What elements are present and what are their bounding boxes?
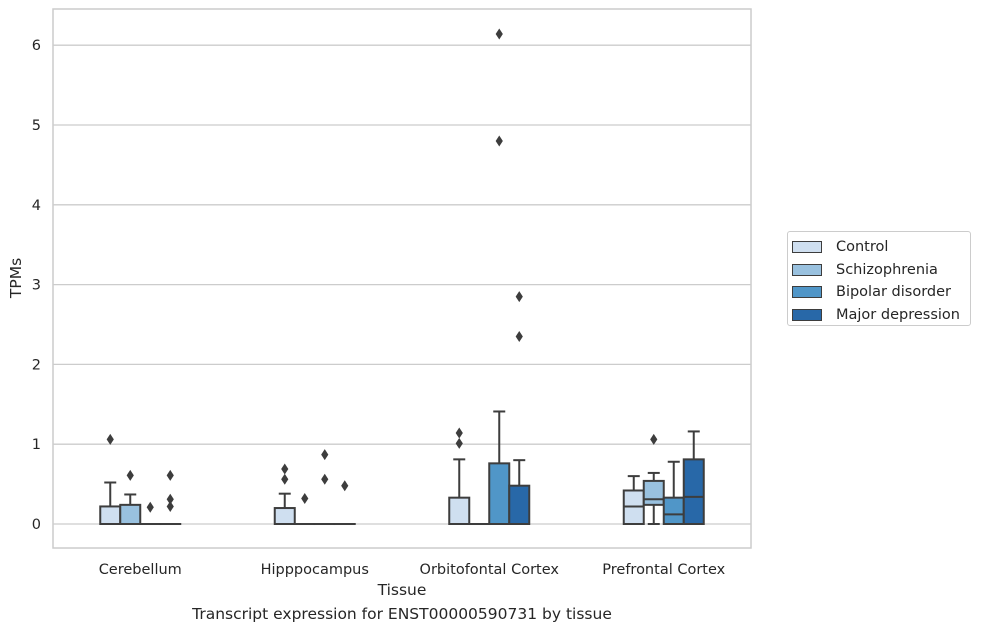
outlier-point bbox=[146, 501, 154, 513]
legend-swatch bbox=[792, 241, 822, 254]
outlier-point bbox=[281, 463, 289, 475]
box-control bbox=[622, 475, 645, 526]
legend-swatch bbox=[792, 308, 822, 321]
box-control bbox=[448, 427, 471, 525]
box-bipolar-disorder bbox=[139, 501, 162, 526]
y-tick-label: 1 bbox=[32, 437, 41, 453]
outlier-point bbox=[321, 449, 329, 461]
legend-item: Major depression bbox=[792, 304, 970, 327]
y-tick-label: 0 bbox=[32, 517, 41, 533]
outlier-point bbox=[495, 135, 503, 147]
box-iqr bbox=[99, 505, 122, 525]
legend-label: Control bbox=[836, 239, 889, 256]
outlier-point bbox=[301, 492, 309, 504]
box-bipolar-disorder bbox=[313, 449, 336, 526]
outlier-point bbox=[126, 469, 134, 481]
y-tick-label: 2 bbox=[32, 357, 41, 373]
legend-item: Schizophrenia bbox=[792, 259, 970, 282]
chart-caption: Transcript expression for ENST0000059073… bbox=[192, 605, 612, 623]
legend-label: Schizophrenia bbox=[836, 261, 938, 278]
legend-swatch bbox=[792, 263, 822, 276]
box-control bbox=[273, 463, 296, 526]
box-control bbox=[99, 433, 122, 525]
outlier-point bbox=[166, 469, 174, 481]
y-tick-labels: 0 1 2 3 4 5 6 bbox=[32, 38, 41, 533]
box-major-depression bbox=[159, 469, 182, 526]
outlier-point bbox=[341, 480, 349, 492]
outlier-point bbox=[650, 433, 658, 445]
box-schizophrenia bbox=[642, 433, 665, 525]
box-major-depression bbox=[508, 291, 531, 526]
x-tick-label: Orbitofontal Cortex bbox=[420, 562, 560, 578]
outlier-point bbox=[166, 493, 174, 505]
box-bipolar-disorder bbox=[488, 28, 511, 525]
box-iqr bbox=[448, 496, 471, 525]
y-tick-label: 6 bbox=[32, 38, 41, 54]
box-iqr bbox=[662, 496, 685, 525]
box-iqr bbox=[682, 458, 705, 525]
outlier-point bbox=[495, 28, 503, 40]
outlier-point bbox=[166, 500, 174, 512]
y-tick-label: 5 bbox=[32, 118, 41, 134]
x-tick-label: Prefrontal Cortex bbox=[602, 562, 725, 578]
box-iqr bbox=[508, 484, 531, 526]
outlier-point bbox=[515, 330, 523, 342]
grid-lines bbox=[53, 44, 751, 525]
outlier-point bbox=[455, 437, 463, 449]
legend-item: Bipolar disorder bbox=[792, 281, 970, 304]
outlier-point bbox=[321, 473, 329, 485]
legend-label: Major depression bbox=[836, 306, 960, 323]
outlier-point bbox=[455, 427, 463, 439]
box-iqr bbox=[642, 479, 665, 506]
plot-frame bbox=[52, 8, 752, 549]
y-axis-label: TPMs bbox=[7, 258, 25, 299]
box-schizophrenia bbox=[293, 492, 316, 526]
legend-label: Bipolar disorder bbox=[836, 284, 951, 301]
legend: Control Schizophrenia Bipolar disorder Majo… bbox=[787, 231, 971, 326]
legend-swatch bbox=[792, 286, 822, 299]
box-iqr bbox=[488, 462, 511, 525]
outlier-point bbox=[281, 473, 289, 485]
box-groups bbox=[99, 28, 705, 526]
y-tick-label: 3 bbox=[32, 278, 41, 294]
outlier-point bbox=[106, 433, 114, 445]
x-tick-label: Hipppocampus bbox=[261, 562, 369, 578]
box-iqr bbox=[119, 503, 142, 525]
box-iqr bbox=[273, 507, 296, 526]
legend-item: Control bbox=[792, 236, 970, 259]
box-major-depression bbox=[333, 480, 356, 526]
outlier-point bbox=[515, 291, 523, 303]
box-major-depression bbox=[682, 430, 705, 525]
x-tick-label: Cerebellum bbox=[99, 562, 182, 578]
x-tick-labels: Cerebellum Hipppocampus Orbitofontal Corte… bbox=[99, 562, 726, 578]
box-schizophrenia bbox=[119, 469, 142, 525]
y-tick-label: 4 bbox=[32, 198, 41, 214]
x-axis-label: Tissue bbox=[377, 581, 427, 599]
box-bipolar-disorder bbox=[662, 460, 685, 525]
